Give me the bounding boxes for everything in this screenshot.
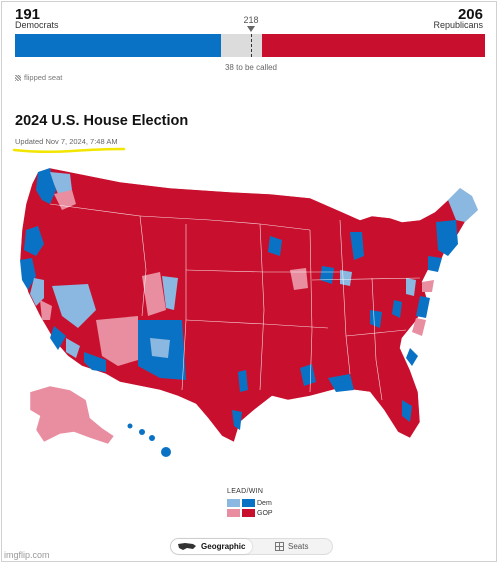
page-title: 2024 U.S. House Election [15, 113, 189, 129]
dem-seat-count: 191 [15, 6, 41, 23]
geographic-view-button[interactable]: Geographic [171, 539, 252, 554]
contiguous-us-shape [19, 167, 479, 443]
grid-icon [275, 542, 285, 551]
gop-win-swatch [242, 509, 255, 517]
hatched-swatch-icon [15, 74, 21, 81]
dem-seats-segment [15, 34, 222, 57]
flipped-seat-label: flipped seat [24, 73, 63, 82]
gop-lead-swatch [227, 509, 240, 517]
dem-lead-swatch [227, 499, 240, 507]
geographic-label: Geographic [201, 542, 246, 551]
seats-label: Seats [288, 542, 309, 551]
us-house-district-map[interactable] [10, 160, 494, 480]
legend-gop-label: GOP [257, 509, 273, 517]
majority-threshold: 218 [243, 15, 259, 25]
alaska-shape [29, 385, 115, 445]
dem-party-label: Democrats [15, 20, 59, 30]
updated-timestamp: Updated Nov 7, 2024, 7:48 AM [15, 137, 118, 146]
uncalled-seats-segment [221, 34, 263, 57]
view-toggle: Geographic Seats [170, 538, 333, 555]
seat-balance-bar [15, 34, 485, 57]
highlighter-underline [12, 147, 126, 154]
hawaii-shape [127, 423, 171, 457]
watermark: imgflip.com [4, 550, 50, 560]
flipped-seat-key: flipped seat [15, 73, 62, 82]
dem-win-swatch [242, 499, 255, 507]
legend-gop-row: GOP [227, 509, 273, 517]
rep-seats-segment [262, 34, 485, 57]
rep-party-label: Republicans [433, 20, 483, 30]
legend-dem-row: Dem [227, 499, 272, 507]
uncalled-count: 38 to be called [224, 63, 278, 72]
seats-view-button[interactable]: Seats [252, 539, 333, 554]
rep-seat-count: 206 [457, 6, 483, 23]
majority-line [251, 34, 252, 57]
legend-title: LEAD/WIN [227, 488, 264, 495]
majority-marker-icon [247, 26, 255, 32]
us-map-icon [178, 543, 197, 550]
legend-dem-label: Dem [257, 499, 272, 507]
